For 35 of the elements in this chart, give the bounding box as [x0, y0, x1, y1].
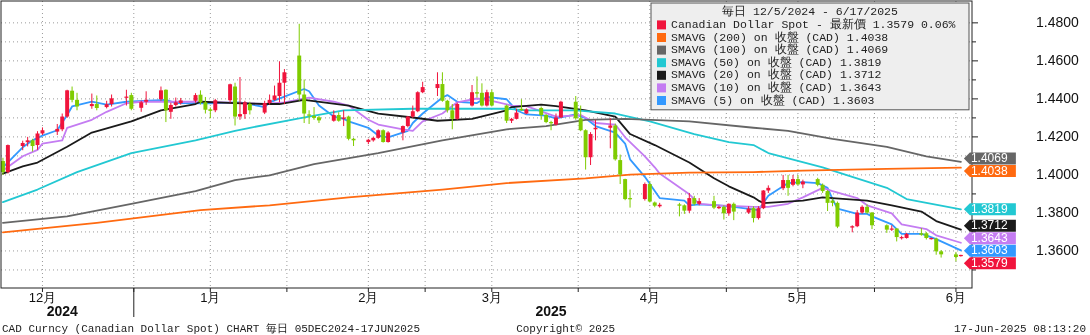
y-tick-label: 1.4200	[1036, 127, 1080, 144]
x-tick-label: 2月	[358, 290, 379, 305]
data-label: 1.3712	[970, 218, 1008, 233]
y-tick-label: 1.4800	[1036, 13, 1080, 30]
x-tick-label: 4月	[639, 290, 660, 305]
x-tick-label: 6月	[945, 290, 967, 305]
legend-label: SMAVG (50) on 收盤 (CAD) 1.3819	[671, 55, 882, 69]
legend-label: Canadian Dollar Spot - 最新價 1.3579 0.06%	[671, 16, 956, 31]
tag: 1.4069	[963, 151, 1016, 166]
legend-label: SMAVG (10) on 收盤 (CAD) 1.3643	[671, 80, 882, 94]
legend-label: SMAVG (200) on 收盤 (CAD) 1.4038	[671, 30, 889, 44]
y-tick-label: 1.3800	[1036, 203, 1080, 220]
legend-label: SMAVG (5) on 收盤 (CAD) 1.3603	[671, 93, 875, 107]
data-label: 1.3603	[970, 243, 1008, 258]
data-label: 1.3643	[970, 230, 1008, 245]
x2-tick-label: 2025	[535, 303, 567, 319]
tag: 1.3579	[963, 255, 1016, 270]
y-tick-label: 1.4400	[1036, 89, 1080, 106]
legend-title: 毎日 12/5/2024 - 6/17/2025	[722, 5, 899, 19]
legend-label: SMAVG (20) on 收盤 (CAD) 1.3712	[671, 68, 882, 82]
x2-tick-label: 2024	[46, 303, 78, 319]
x-tick-label: 12月	[28, 290, 57, 305]
data-label: 1.4038	[970, 163, 1008, 178]
tag: 1.3819	[963, 202, 1016, 216]
data-label: 1.4069	[970, 151, 1008, 166]
x-tick-label: 5月	[787, 290, 809, 305]
y-tick-label: 1.3600	[1036, 241, 1080, 258]
y-tick-label: 1.4000	[1036, 165, 1080, 182]
tag: 1.3643	[963, 230, 1016, 245]
data-label: 1.3819	[970, 201, 1008, 216]
x-tick-label: 3月	[481, 290, 502, 305]
legend-label: SMAVG (100) on 收盤 (CAD) 1.4069	[671, 43, 889, 57]
x-tick-label: 1月	[200, 290, 221, 305]
annotations: CAD Curncy (Canadian Dollar Spot) CHART 毎日 05DEC2024-17JUN2025 Copyright© 2025 17-Jun-2025 08:13:20	[2, 323, 1086, 335]
y-tick-label: 1.4600	[1036, 51, 1080, 68]
